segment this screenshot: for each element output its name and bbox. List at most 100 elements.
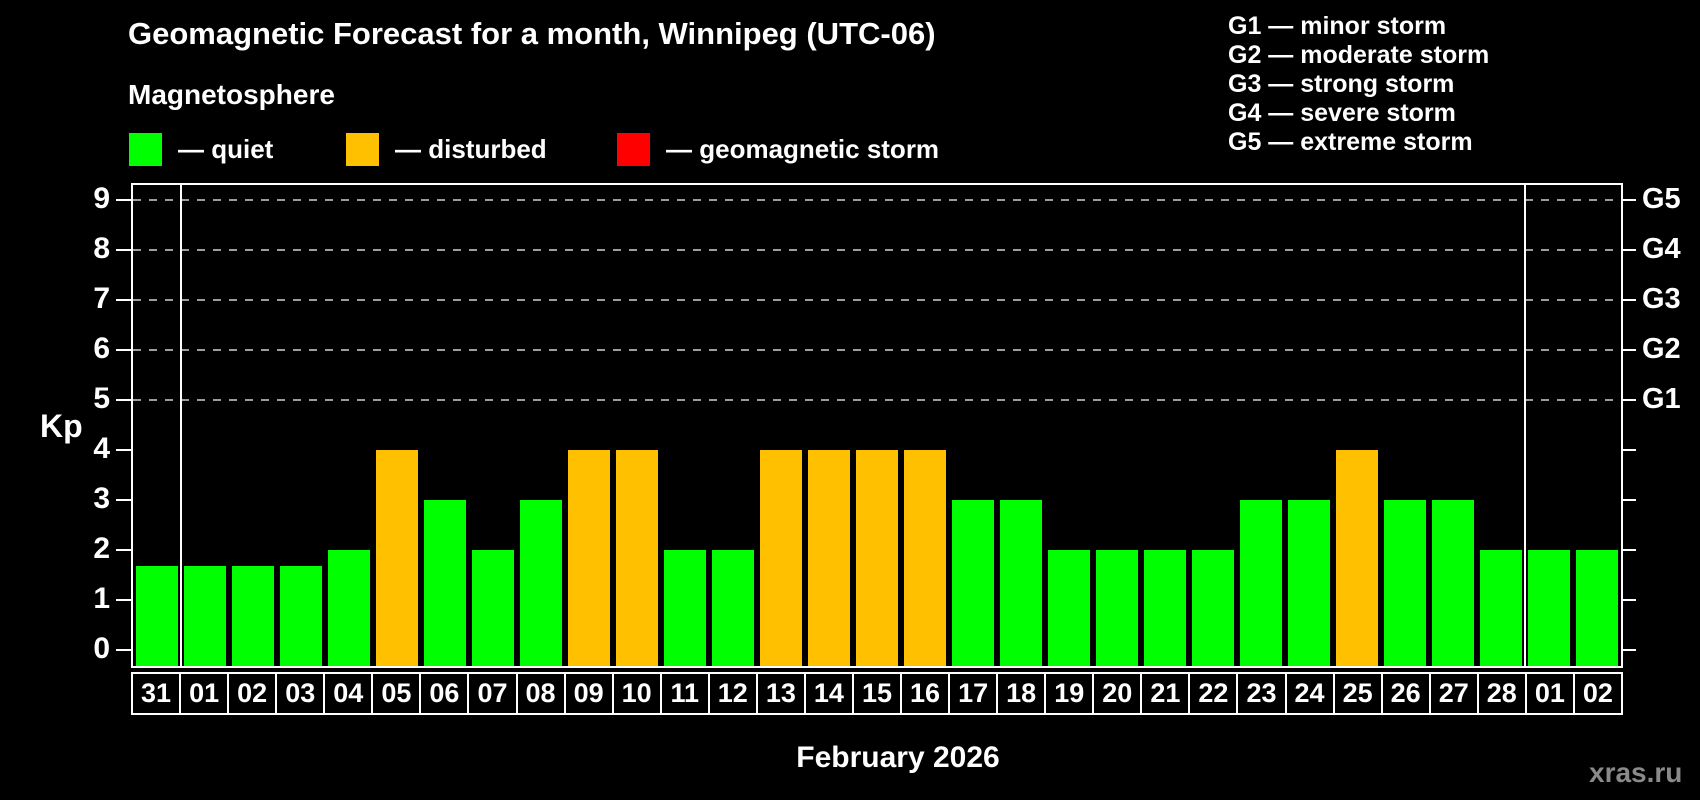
day-label-26: 26: [1380, 672, 1431, 715]
kp-bar-day-23: [1240, 500, 1282, 666]
left-tick-kp9: [116, 199, 131, 201]
day-label-05: 05: [371, 672, 422, 715]
storm-color-swatch: [617, 133, 650, 166]
disturbed-color-swatch: [346, 133, 379, 166]
day-label-28: 28: [1476, 672, 1527, 715]
y-axis-tick-label-0: 0: [93, 632, 110, 665]
right-axis-label-g3: G3: [1642, 283, 1681, 315]
day-label-07: 07: [467, 672, 518, 715]
kp-bar-day-27: [1432, 500, 1474, 666]
kp-bar-day-25: [1336, 450, 1378, 666]
day-label-01: 01: [1524, 672, 1575, 715]
legend-item-storm: — geomagnetic storm: [617, 133, 939, 166]
day-axis: 31 01 02 03 04 05 06 07 08 09 10 11 12 13 14 15 16 17 18 19…: [131, 672, 1623, 715]
g-scale-legend-line: G5 — extreme storm: [1228, 128, 1473, 156]
kp-bar-day-08: [520, 500, 562, 666]
day-label-18: 18: [996, 672, 1047, 715]
quiet-color-swatch: [129, 133, 162, 166]
plot-area: [131, 183, 1623, 668]
legend-label: — quiet: [178, 134, 274, 164]
day-label-06: 06: [419, 672, 470, 715]
kp-bar-day-18: [1000, 500, 1042, 666]
y-axis-tick-label-2: 2: [93, 532, 110, 565]
day-label-12: 12: [707, 672, 758, 715]
kp-bar-day-03: [280, 566, 322, 666]
y-axis-tick-label-7: 7: [93, 282, 110, 315]
left-tick-kp2: [116, 549, 131, 551]
kp-bar-day-02: [1576, 550, 1618, 666]
right-tick-kp1: [1621, 599, 1636, 601]
day-label-10: 10: [611, 672, 662, 715]
left-tick-kp6: [116, 349, 131, 351]
y-axis-tick-label-8: 8: [93, 232, 110, 265]
g-scale-legend-line: G4 — severe storm: [1228, 99, 1456, 127]
day-label-13: 13: [755, 672, 806, 715]
day-label-20: 20: [1092, 672, 1143, 715]
left-tick-kp7: [116, 299, 131, 301]
left-tick-kp3: [116, 499, 131, 501]
day-label-01: 01: [179, 672, 230, 715]
day-label-31: 31: [131, 672, 182, 715]
right-tick-kp8: [1621, 249, 1636, 251]
y-axis-label: Kp: [40, 408, 83, 444]
g-scale-legend: G1 — minor storm G2 — moderate storm G3 — …: [1228, 12, 1489, 157]
right-axis-label-g5: G5: [1642, 183, 1681, 215]
day-label-27: 27: [1428, 672, 1479, 715]
chart-title: Geomagnetic Forecast for a month, Winnip…: [128, 16, 936, 51]
day-label-09: 09: [563, 672, 614, 715]
right-axis-label-g1: G1: [1642, 383, 1681, 415]
left-tick-kp5: [116, 399, 131, 401]
gridline-kp8: [133, 249, 1621, 251]
day-label-22: 22: [1188, 672, 1239, 715]
day-label-04: 04: [323, 672, 374, 715]
right-axis-label-g2: G2: [1642, 333, 1681, 365]
left-tick-kp1: [116, 599, 131, 601]
kp-bar-day-07: [472, 550, 514, 666]
y-axis-tick-label-5: 5: [93, 382, 110, 415]
month-separator: [180, 185, 182, 666]
y-axis-tick-label-6: 6: [93, 332, 110, 365]
right-tick-kp2: [1621, 549, 1636, 551]
legend-item-disturbed: — disturbed: [346, 133, 547, 166]
day-label-21: 21: [1140, 672, 1191, 715]
y-axis-tick-label-1: 1: [93, 582, 110, 615]
right-tick-kp4: [1621, 449, 1636, 451]
day-label-14: 14: [803, 672, 854, 715]
right-tick-kp0: [1621, 649, 1636, 651]
y-axis-tick-label-4: 4: [93, 432, 110, 465]
chart-subtitle: Magnetosphere: [128, 79, 335, 110]
kp-bar-day-01: [1528, 550, 1570, 666]
legend-label: — geomagnetic storm: [666, 134, 940, 164]
kp-bar-day-19: [1048, 550, 1090, 666]
right-tick-kp3: [1621, 499, 1636, 501]
gridline-kp6: [133, 349, 1621, 351]
left-tick-kp8: [116, 249, 131, 251]
kp-bar-day-26: [1384, 500, 1426, 666]
kp-bar-day-31: [136, 566, 178, 666]
gridline-kp5: [133, 399, 1621, 401]
day-label-02: 02: [227, 672, 278, 715]
day-label-25: 25: [1332, 672, 1383, 715]
kp-bar-day-16: [904, 450, 946, 666]
day-label-24: 24: [1284, 672, 1335, 715]
g-scale-legend-line: G1 — minor storm: [1228, 12, 1447, 40]
month-separator: [1524, 185, 1526, 666]
y-axis-tick-label-9: 9: [93, 182, 110, 215]
day-label-08: 08: [515, 672, 566, 715]
left-tick-kp0: [116, 649, 131, 651]
right-axis-label-g4: G4: [1642, 233, 1681, 265]
kp-bar-day-04: [328, 550, 370, 666]
kp-bar-day-21: [1144, 550, 1186, 666]
kp-bar-day-01: [184, 566, 226, 666]
g-scale-legend-line: G2 — moderate storm: [1228, 41, 1490, 69]
kp-bar-day-09: [568, 450, 610, 666]
right-tick-kp5: [1621, 399, 1636, 401]
kp-bar-day-13: [760, 450, 802, 666]
kp-bar-day-14: [808, 450, 850, 666]
day-label-19: 19: [1044, 672, 1095, 715]
right-tick-kp9: [1621, 199, 1636, 201]
day-label-15: 15: [851, 672, 902, 715]
kp-bar-day-20: [1096, 550, 1138, 666]
kp-bar-day-17: [952, 500, 994, 666]
